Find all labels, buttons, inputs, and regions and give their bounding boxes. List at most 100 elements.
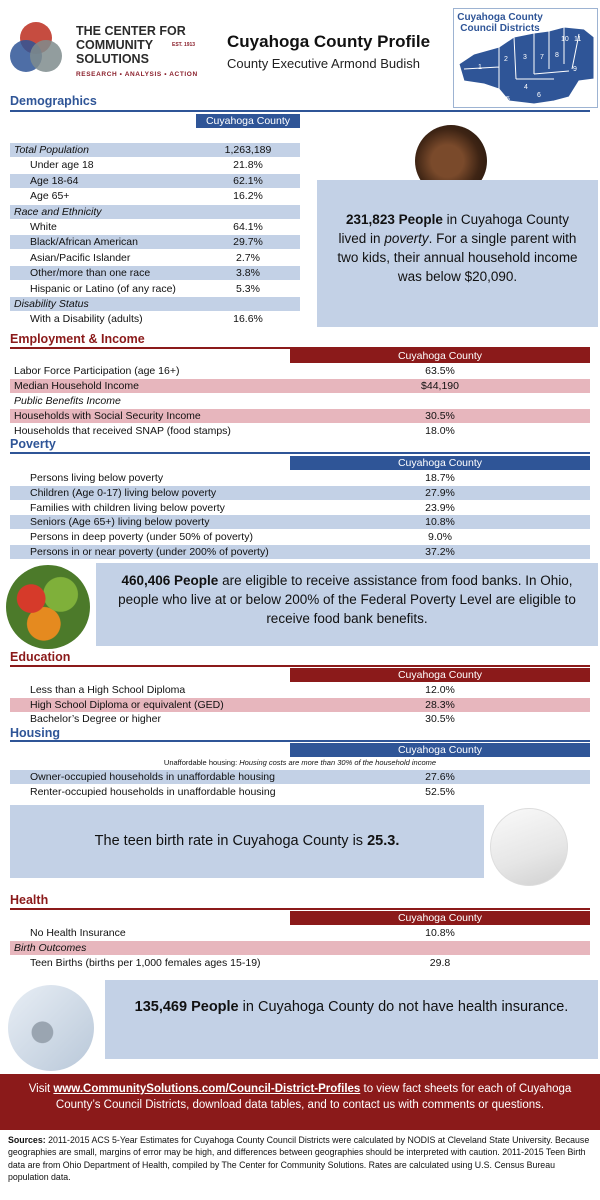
map-label: 11 bbox=[574, 36, 581, 43]
housing-note: Unaffordable housing: Housing costs are … bbox=[163, 758, 437, 767]
row-value bbox=[290, 394, 590, 408]
column-header: Cuyahoga County bbox=[290, 349, 590, 363]
row-label: High School Diploma or equivalent (GED) bbox=[30, 698, 224, 711]
row-label: White bbox=[30, 221, 57, 233]
row-label: Families with children living below pove… bbox=[30, 501, 225, 514]
table-row: Persons living below poverty 18.7% bbox=[10, 471, 590, 485]
row-value: 30.5% bbox=[425, 713, 455, 726]
organization-tagline: RESEARCH • ANALYSIS • ACTION bbox=[76, 71, 198, 78]
section-rule bbox=[10, 908, 590, 910]
row-label: Age 65+ bbox=[30, 190, 70, 203]
row-value: 23.9% bbox=[425, 501, 455, 514]
table-row: Bachelor’s Degree or higher 30.5% bbox=[10, 712, 590, 726]
table-row: White 64.1% bbox=[10, 220, 300, 234]
table-row: Owner-occupied households in unaffordabl… bbox=[10, 770, 590, 784]
row-label: Other/more than one race bbox=[30, 267, 151, 280]
row-label: Race and Ethnicity bbox=[14, 205, 102, 218]
table-row: Hispanic or Latino (of any race) 5.3% bbox=[10, 282, 300, 296]
row-value bbox=[196, 205, 300, 219]
row-value: 37.2% bbox=[425, 546, 455, 558]
vegetables-photo bbox=[6, 565, 90, 649]
row-label: Birth Outcomes bbox=[14, 942, 87, 955]
page-title: Cuyahoga County Profile bbox=[227, 32, 431, 51]
row-value: 9.0% bbox=[428, 531, 452, 544]
row-value: 2.7% bbox=[236, 251, 260, 264]
row-value bbox=[196, 297, 300, 311]
map-label: 10 bbox=[561, 36, 569, 43]
row-value: 28.3% bbox=[425, 698, 455, 711]
section-rule bbox=[10, 347, 590, 349]
table-row: Families with children living below pove… bbox=[10, 501, 590, 515]
row-label: Under age 18 bbox=[30, 159, 94, 172]
row-label: Owner-occupied households in unaffordabl… bbox=[30, 771, 275, 783]
row-value: 12.0% bbox=[425, 684, 455, 696]
row-label: Disability Status bbox=[14, 298, 89, 310]
row-label: Persons in or near poverty (under 200% o… bbox=[30, 546, 269, 558]
table-row: Age 65+ 16.2% bbox=[10, 189, 300, 203]
row-label: Age 18-64 bbox=[30, 174, 79, 187]
section-rule bbox=[10, 665, 590, 667]
row-value: 29.8 bbox=[429, 957, 451, 970]
organization-logo bbox=[10, 22, 62, 72]
section-title-housing: Housing bbox=[10, 726, 60, 740]
row-label: Households that received SNAP (food stam… bbox=[14, 425, 231, 437]
section-title-education: Education bbox=[10, 650, 71, 664]
row-label: Black/African American bbox=[30, 236, 138, 249]
row-value: 10.8% bbox=[425, 516, 455, 529]
column-header: Cuyahoga County bbox=[290, 743, 590, 757]
row-value: 18.7% bbox=[425, 472, 455, 484]
table-row: Renter-occupied households in unaffordab… bbox=[10, 785, 590, 799]
map-label: 8 bbox=[555, 52, 559, 59]
table-row: Age 18-64 62.1% bbox=[10, 173, 300, 188]
row-label: Less than a High School Diploma bbox=[30, 684, 186, 696]
map-label: 3 bbox=[523, 54, 527, 61]
row-label: Hispanic or Latino (of any race) bbox=[30, 282, 176, 295]
map-label: 7 bbox=[540, 54, 544, 61]
row-value: 27.9% bbox=[425, 486, 455, 499]
row-value: 16.2% bbox=[233, 190, 263, 203]
column-header: Cuyahoga County bbox=[196, 114, 300, 128]
poverty-callout: 231,823 People in Cuyahoga County lived … bbox=[317, 180, 598, 327]
table-row: Children (Age 0-17) living below poverty… bbox=[10, 485, 590, 500]
teen-birth-callout: The teen birth rate in Cuyahoga County i… bbox=[10, 805, 484, 878]
table-row: Birth Outcomes bbox=[10, 941, 590, 956]
row-label: Children (Age 0-17) living below poverty bbox=[30, 486, 217, 499]
pregnancy-test-photo bbox=[490, 808, 568, 886]
map-label: 5 bbox=[506, 96, 510, 103]
table-row: Total Population 1,263,189 bbox=[10, 143, 300, 157]
section-title-employment: Employment & Income bbox=[10, 332, 145, 346]
row-value: 3.8% bbox=[236, 267, 260, 280]
row-label: Asian/Pacific Islander bbox=[30, 251, 131, 264]
section-title-health: Health bbox=[10, 893, 49, 907]
footer-band: Visit www.CommunitySolutions.com/Council… bbox=[0, 1074, 600, 1130]
organization-est: EST. 1913 bbox=[172, 42, 196, 48]
page-subtitle: County Executive Armond Budish bbox=[227, 56, 420, 71]
row-value: 64.1% bbox=[233, 221, 263, 233]
row-value: 30.5% bbox=[425, 410, 455, 422]
row-value: 1,263,189 bbox=[224, 144, 272, 156]
table-row: Black/African American 29.7% bbox=[10, 235, 300, 250]
row-label: Public Benefits Income bbox=[14, 395, 121, 407]
row-value bbox=[290, 941, 590, 955]
table-row: High School Diploma or equivalent (GED) 2… bbox=[10, 697, 590, 712]
column-header: Cuyahoga County bbox=[290, 911, 590, 925]
section-rule bbox=[10, 740, 590, 742]
row-value: 18.0% bbox=[425, 425, 455, 437]
section-rule bbox=[10, 452, 590, 454]
table-row: Labor Force Participation (age 16+) 63.5% bbox=[10, 364, 590, 378]
table-row: Other/more than one race 3.8% bbox=[10, 266, 300, 281]
section-title-poverty: Poverty bbox=[10, 437, 56, 451]
table-row: Under age 18 21.8% bbox=[10, 158, 300, 172]
row-value: 62.1% bbox=[233, 174, 263, 187]
row-label: Households with Social Security Income bbox=[14, 410, 201, 422]
table-row: Median Household Income $44,190 bbox=[10, 379, 590, 393]
column-header: Cuyahoga County bbox=[290, 456, 590, 470]
table-row: With a Disability (adults) 16.6% bbox=[10, 312, 300, 326]
row-label: Persons living below poverty bbox=[30, 472, 164, 484]
row-value: 52.5% bbox=[425, 786, 455, 798]
row-label: Median Household Income bbox=[14, 380, 139, 392]
section-title-demographics: Demographics bbox=[10, 94, 97, 108]
table-row: Seniors (Age 65+) living below poverty 10… bbox=[10, 515, 590, 530]
profiles-link[interactable]: www.CommunitySolutions.com/Council-Distr… bbox=[53, 1083, 361, 1095]
row-value: 27.6% bbox=[425, 771, 455, 783]
